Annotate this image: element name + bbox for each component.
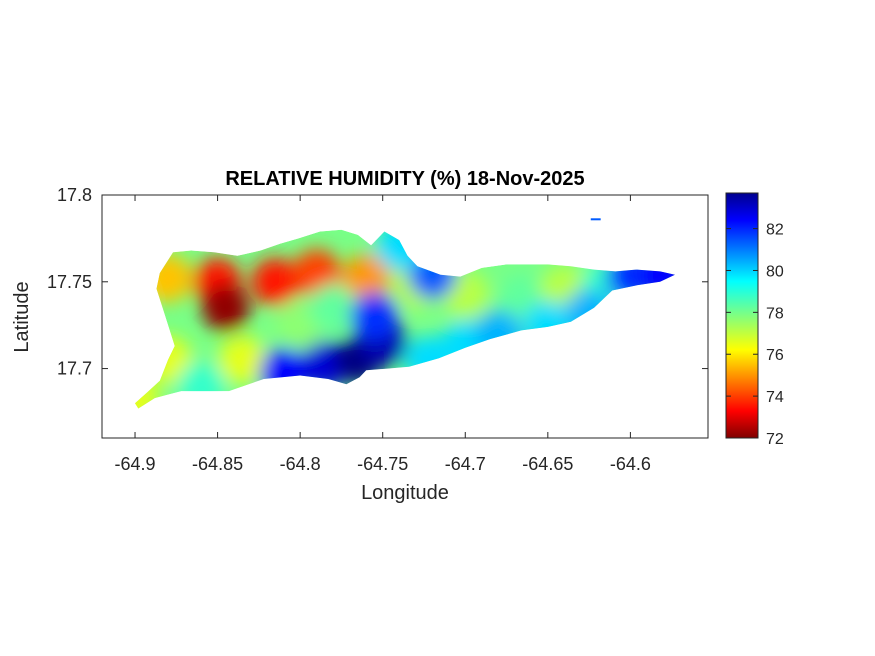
colorbar-tick-label: 82 [766, 222, 784, 239]
islet [590, 218, 601, 221]
x-tick-label: -64.8 [280, 454, 321, 474]
colorbar-tick-label: 78 [766, 305, 784, 322]
colorbar-tick-label: 80 [766, 263, 784, 280]
x-tick-label: -64.85 [192, 454, 243, 474]
humidity-sample [309, 283, 358, 332]
colorbar-tick-label: 76 [766, 347, 784, 364]
colorbar [725, 192, 759, 439]
humidity-sample [350, 292, 399, 341]
x-tick-label: -64.9 [115, 454, 156, 474]
colorbar-tick-label: 72 [766, 431, 784, 448]
humidity-sample [342, 254, 391, 303]
chart-title: RELATIVE HUMIDITY (%) 18-Nov-2025 [225, 168, 584, 190]
y-axis-label: Latitude [11, 281, 33, 352]
colorbar-tick-label: 74 [766, 389, 784, 406]
x-axis-label: Longitude [361, 482, 449, 504]
humidity-blobs [135, 229, 675, 409]
colorbar-ticks: 72 74 76 78 80 82 [726, 222, 784, 448]
x-tick-label: -64.75 [357, 454, 408, 474]
humidity-sample [251, 257, 300, 306]
x-tick-label: -64.7 [445, 454, 486, 474]
y-axis-ticks: 17.7 17.75 17.8 [47, 185, 708, 379]
humidity-sample [201, 283, 250, 332]
x-tick-label: -64.65 [522, 454, 573, 474]
plot-frame [101, 194, 709, 439]
y-tick-label: 17.75 [47, 272, 92, 292]
y-tick-label: 17.7 [57, 359, 92, 379]
humidity-sample [218, 335, 267, 384]
x-tick-label: -64.6 [610, 454, 651, 474]
x-axis-ticks: -64.9 -64.85 -64.8 -64.75 -64.7 -64.65 -64.6 [115, 195, 651, 474]
y-tick-label: 17.8 [57, 185, 92, 205]
humidity-field [135, 218, 675, 409]
